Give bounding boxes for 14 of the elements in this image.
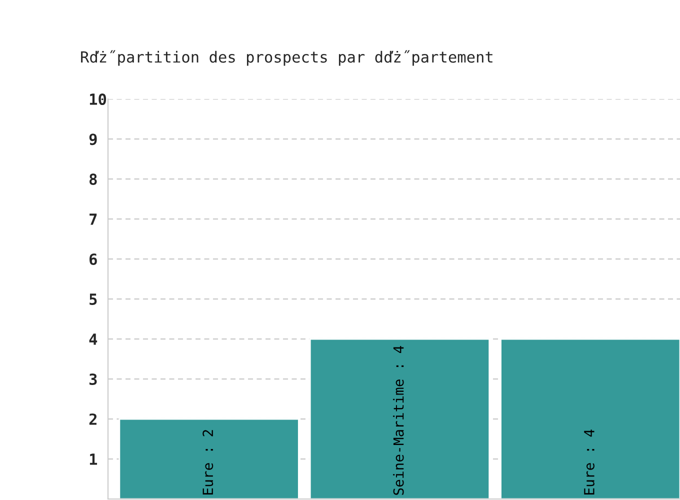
y-tick-label: 8: [90, 173, 97, 186]
data-label: Eure : 4: [584, 430, 594, 494]
data-label: Eure : 2: [202, 430, 214, 494]
y-tick-label: 10: [90, 93, 106, 106]
y-tick-label: 9: [89, 134, 97, 146]
y-tick-label: 3: [89, 373, 97, 386]
y-tick-label: 5: [90, 294, 97, 306]
y-tick-label: 4: [89, 334, 98, 345]
chart-title: Rďż˝partition des prospects par dďż˝partement: [81, 50, 492, 66]
y-tick-label: 6: [90, 253, 97, 266]
data-label: Seine-Maritime : 4: [393, 346, 404, 495]
y-tick-label: 7: [90, 214, 97, 225]
y-tick-label: 1: [90, 454, 98, 465]
y-tick-label: 2: [89, 413, 96, 425]
